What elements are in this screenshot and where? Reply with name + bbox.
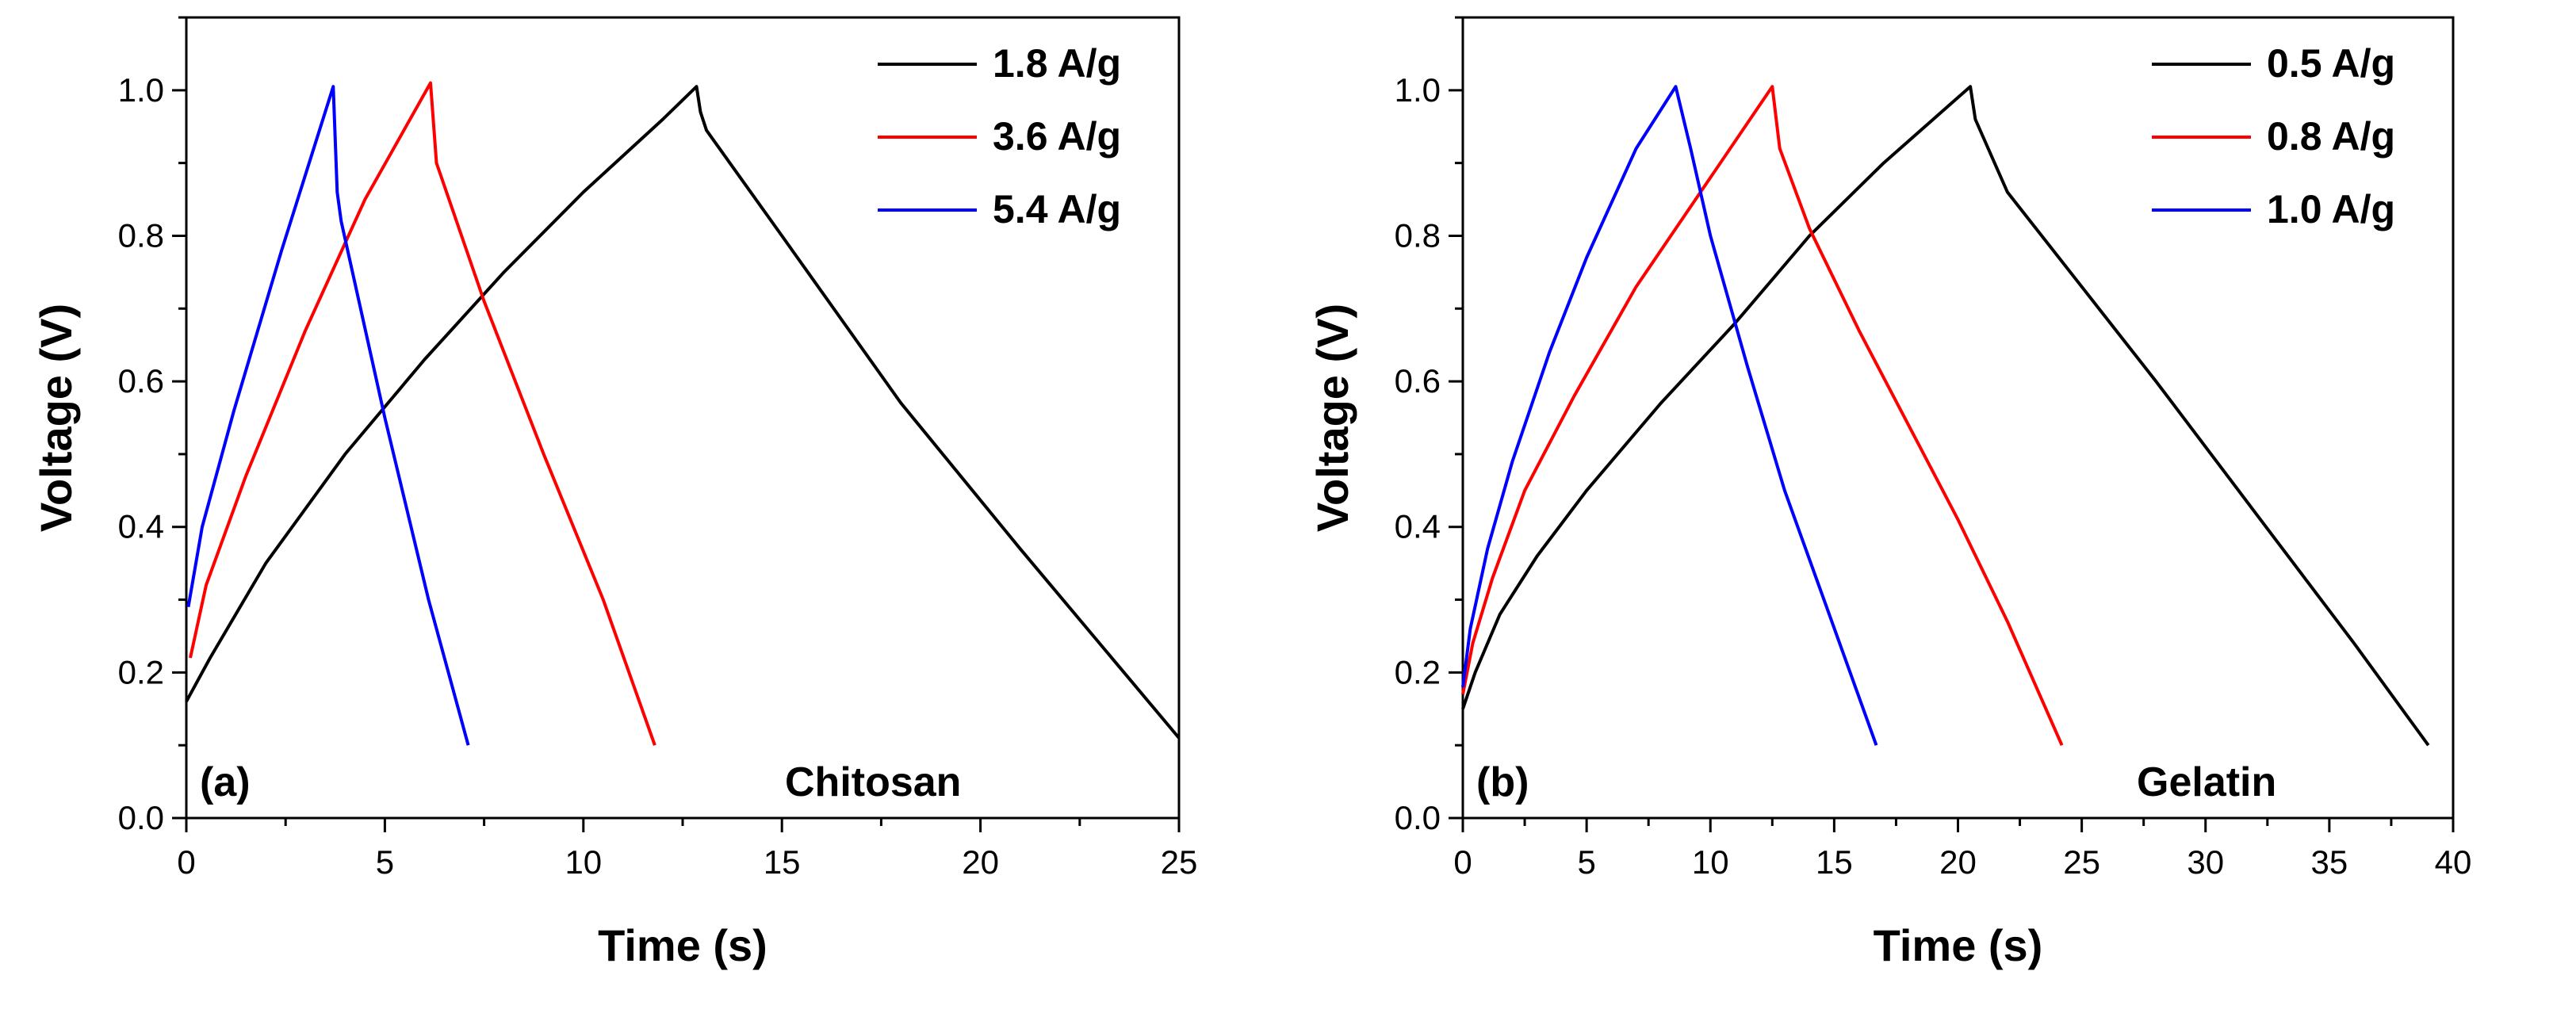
panel-label: (a) bbox=[200, 759, 251, 805]
y-tick-label: 0.6 bbox=[118, 362, 164, 400]
legend-label: 3.6 A/g bbox=[993, 114, 1121, 159]
chart-panel-b: 0 5 10 15 20 25 30 35 40 0.0 0.2 0.4 0.6 0.8 1.0 Time (… bbox=[1307, 16, 2472, 970]
series-line-1-8-a-g bbox=[185, 85, 1181, 740]
y-axis-title: Voltage (V) bbox=[31, 304, 81, 532]
panel-label: (b) bbox=[1476, 759, 1529, 805]
x-tick-label: 40 bbox=[2435, 843, 2472, 881]
y-axis-title: Voltage (V) bbox=[1307, 304, 1357, 532]
x-tick-label: 20 bbox=[1939, 843, 1977, 881]
legend-label: 0.8 A/g bbox=[2267, 114, 2395, 159]
y-tick-label: 0.4 bbox=[1395, 508, 1441, 545]
x-tick-label: 25 bbox=[2063, 843, 2100, 881]
y-tick-label: 0.8 bbox=[1395, 216, 1441, 254]
x-tick-label: 15 bbox=[1816, 843, 1853, 881]
y-tick-label: 0.8 bbox=[118, 216, 164, 254]
y-tick-label: 0.2 bbox=[118, 653, 164, 690]
x-tick-label: 25 bbox=[1161, 843, 1198, 881]
y-tick-label: 0.4 bbox=[118, 508, 164, 545]
y-tick-label: 1.0 bbox=[1395, 71, 1441, 109]
series-line-1-0-a-g bbox=[1461, 85, 1878, 746]
legend-label: 0.5 A/g bbox=[2267, 41, 2395, 86]
x-axis-title: Time (s) bbox=[598, 920, 767, 970]
legend-label: 5.4 A/g bbox=[993, 187, 1121, 231]
x-tick-label: 5 bbox=[376, 843, 394, 881]
x-tick-label: 0 bbox=[177, 843, 195, 881]
y-tick-label: 1.0 bbox=[118, 71, 164, 109]
x-tick-label: 10 bbox=[565, 843, 602, 881]
x-tick-label: 20 bbox=[962, 843, 999, 881]
y-tick-label: 0.0 bbox=[118, 799, 164, 836]
x-tick-label: 10 bbox=[1692, 843, 1729, 881]
y-tick-label: 0.2 bbox=[1395, 653, 1441, 690]
x-tick-label: 15 bbox=[764, 843, 801, 881]
x-tick-label: 0 bbox=[1453, 843, 1472, 881]
series-line-0-8-a-g bbox=[1461, 85, 2064, 747]
legend-label: 1.0 A/g bbox=[2267, 187, 2395, 231]
series-line-5-4-a-g bbox=[186, 85, 470, 746]
legend-label: 1.8 A/g bbox=[993, 41, 1121, 86]
chart-panel-a: 0 5 10 15 20 25 0.0 0.2 0.4 0.6 0.8 1.0 Time (s) Volt… bbox=[31, 16, 1198, 970]
series-line-0-5-a-g bbox=[1461, 85, 2430, 747]
x-tick-label: 30 bbox=[2187, 843, 2224, 881]
x-axis-title: Time (s) bbox=[1874, 920, 2043, 970]
y-tick-label: 0.0 bbox=[1395, 799, 1441, 836]
x-tick-label: 35 bbox=[2311, 843, 2348, 881]
material-annotation: Gelatin bbox=[2137, 759, 2276, 805]
series-line-3-6-a-g bbox=[189, 81, 656, 746]
x-tick-label: 5 bbox=[1577, 843, 1595, 881]
material-annotation: Chitosan bbox=[785, 759, 961, 805]
y-tick-label: 0.6 bbox=[1395, 362, 1441, 400]
